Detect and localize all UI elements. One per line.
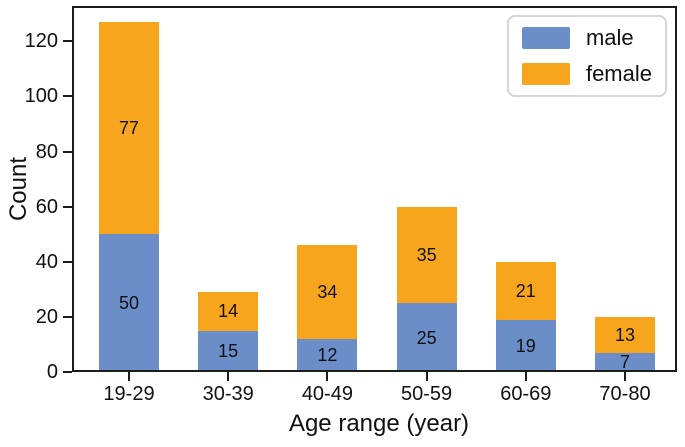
male-color-swatch [521, 27, 570, 49]
bar-segment-19-29-female: 77 [99, 22, 159, 235]
bar-value-label: 35 [416, 244, 437, 265]
x-tick-label: 40-49 [301, 383, 353, 405]
y-tick-mark [63, 371, 72, 373]
plot-area: 50 77 15 14 12 34 25 35 19 21 7 13 [72, 6, 677, 372]
y-tick-mark [63, 315, 72, 318]
y-tick-mark [63, 150, 72, 153]
bar-value-label: 13 [614, 324, 636, 345]
bar-value-label: 14 [218, 301, 239, 322]
x-tick-label: 19-29 [103, 383, 155, 405]
bar-value-label: 77 [118, 118, 140, 139]
bar-value-label: 25 [416, 327, 437, 348]
bar-segment-60-69-male: 19 [495, 319, 556, 372]
bar-value-label: 7 [619, 352, 630, 373]
bar-segment-40-49-male: 12 [297, 338, 358, 372]
legend-label-female: female [585, 61, 652, 86]
x-tick-mark [128, 372, 130, 381]
bar-value-label: 34 [317, 282, 338, 303]
y-tick-label: 0 [46, 361, 58, 383]
x-axis-title: Age range (year) [288, 410, 470, 437]
bar-value-label: 15 [218, 341, 239, 362]
legend-item-female: female [521, 61, 652, 86]
bar-segment-30-39-male: 15 [198, 330, 259, 372]
y-tick-label: 100 [24, 85, 58, 108]
y-tick-label: 80 [35, 140, 58, 163]
bar-value-label: 19 [515, 335, 536, 356]
bar-value-label: 21 [515, 280, 536, 301]
bar-segment-60-69-female: 21 [495, 261, 556, 320]
x-tick-label: 50-59 [401, 383, 453, 405]
legend-item-male: male [521, 25, 652, 50]
x-tick-label: 60-69 [500, 383, 552, 405]
y-tick-label: 60 [35, 195, 58, 218]
bar-value-label: 12 [317, 345, 338, 366]
y-tick-label: 40 [35, 250, 58, 273]
bar-segment-40-49-female: 34 [297, 245, 358, 339]
x-tick-mark [227, 372, 230, 381]
legend-label-male: male [585, 25, 634, 50]
y-tick-label: 120 [24, 30, 58, 53]
x-tick-mark [524, 372, 527, 381]
y-axis-title: Count [5, 156, 32, 222]
y-tick-label: 20 [35, 305, 58, 328]
y-tick-mark [63, 95, 72, 98]
bar-value-label: 50 [118, 293, 140, 314]
y-tick-mark [63, 40, 72, 43]
bar-segment-50-59-male: 25 [396, 303, 457, 372]
bar-segment-30-39-female: 14 [198, 292, 259, 331]
female-color-swatch [521, 63, 570, 85]
x-tick-label: 70-80 [599, 383, 651, 405]
x-tick-mark [326, 372, 329, 381]
y-tick-mark [63, 260, 72, 263]
legend: male female [506, 15, 667, 97]
bar-segment-70-80-female: 13 [595, 316, 655, 353]
bar-segment-50-59-female: 35 [396, 206, 457, 304]
x-tick-mark [425, 372, 428, 381]
x-tick-label: 30-39 [202, 383, 254, 405]
bar-segment-70-80-male: 7 [595, 352, 655, 373]
bar-segment-19-29-male: 50 [99, 234, 159, 372]
y-tick-mark [63, 205, 72, 208]
x-tick-mark [624, 372, 626, 381]
